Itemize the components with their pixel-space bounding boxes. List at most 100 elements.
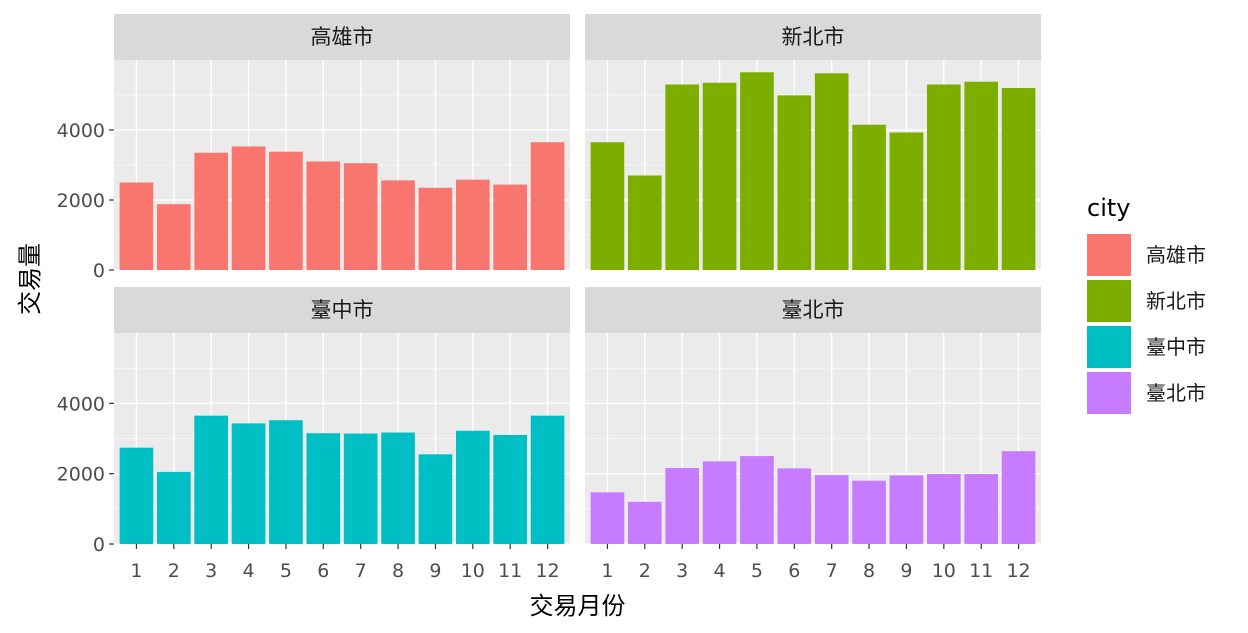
bar bbox=[269, 420, 303, 544]
facet-strip bbox=[585, 14, 1041, 60]
y-tick-label: 2000 bbox=[57, 464, 105, 486]
x-tick-label: 1 bbox=[130, 560, 142, 582]
bar bbox=[740, 72, 774, 270]
x-tick-label: 6 bbox=[317, 560, 329, 582]
bar bbox=[889, 475, 924, 544]
x-tick-label: 3 bbox=[676, 560, 688, 582]
x-axis-title: 交易月份 bbox=[530, 592, 626, 620]
x-tick-label: 4 bbox=[714, 560, 726, 582]
bar bbox=[381, 432, 415, 544]
bar bbox=[777, 468, 812, 544]
bar bbox=[590, 492, 625, 544]
bar bbox=[964, 474, 999, 544]
legend-key bbox=[1087, 234, 1131, 276]
x-tick-label: 2 bbox=[639, 560, 651, 582]
bar bbox=[456, 430, 490, 544]
bar bbox=[306, 433, 341, 544]
legend-label: 高雄市 bbox=[1146, 243, 1206, 267]
x-tick-label: 7 bbox=[355, 560, 367, 582]
bar bbox=[927, 84, 961, 270]
legend-key bbox=[1087, 280, 1131, 322]
x-tick-label: 2 bbox=[168, 560, 180, 582]
x-tick-label: 5 bbox=[751, 560, 763, 582]
facet-strip bbox=[114, 14, 570, 60]
x-tick-label: 5 bbox=[280, 560, 292, 582]
x-tick-label: 9 bbox=[900, 560, 912, 582]
bar bbox=[627, 501, 662, 544]
bar bbox=[343, 433, 378, 544]
bar bbox=[343, 163, 378, 270]
facet-strip-label: 臺北市 bbox=[782, 298, 845, 322]
x-tick-label: 10 bbox=[461, 560, 485, 582]
bar bbox=[493, 184, 528, 270]
bar bbox=[418, 454, 453, 544]
facet-strip-label: 新北市 bbox=[782, 25, 845, 49]
bar bbox=[814, 73, 849, 270]
x-tick-label: 11 bbox=[498, 560, 522, 582]
x-tick-label: 12 bbox=[535, 560, 559, 582]
x-tick-label: 8 bbox=[392, 560, 404, 582]
bar bbox=[702, 461, 737, 544]
legend-key bbox=[1087, 326, 1131, 368]
y-tick-label: 2000 bbox=[57, 190, 105, 212]
legend-label: 臺北市 bbox=[1146, 381, 1206, 405]
x-tick-label: 6 bbox=[788, 560, 800, 582]
bar bbox=[889, 132, 924, 270]
bar bbox=[418, 187, 453, 270]
y-axis-title: 交易量 bbox=[16, 243, 44, 315]
facet-strip-label: 臺中市 bbox=[311, 298, 374, 322]
bar bbox=[927, 474, 961, 544]
bar bbox=[740, 456, 774, 544]
legend-label: 新北市 bbox=[1146, 289, 1206, 313]
y-tick-label: 0 bbox=[93, 260, 105, 282]
x-tick-label: 7 bbox=[826, 560, 838, 582]
facet-strip bbox=[585, 287, 1041, 333]
bar bbox=[119, 447, 154, 544]
bar bbox=[590, 142, 625, 270]
bar bbox=[530, 142, 565, 270]
x-tick-label: 9 bbox=[429, 560, 441, 582]
facet-strip-label: 高雄市 bbox=[311, 25, 374, 49]
x-tick-label: 12 bbox=[1006, 560, 1030, 582]
facet-strip bbox=[114, 287, 570, 333]
bar bbox=[156, 471, 191, 544]
x-tick-label: 8 bbox=[863, 560, 875, 582]
bar bbox=[231, 146, 266, 270]
bar bbox=[530, 415, 565, 544]
bar bbox=[156, 204, 191, 270]
facet-panel: 高雄市 0 2000 4000 bbox=[57, 14, 570, 282]
bar bbox=[231, 423, 266, 544]
legend-title: city bbox=[1087, 194, 1130, 222]
facet-panel: 新北市 bbox=[585, 14, 1041, 271]
x-tick-label: 11 bbox=[969, 560, 993, 582]
x-tick-label: 3 bbox=[205, 560, 217, 582]
bar bbox=[1001, 451, 1036, 544]
bar bbox=[777, 95, 812, 270]
y-tick-label: 4000 bbox=[57, 393, 105, 415]
bar bbox=[306, 161, 341, 270]
x-tick-label: 10 bbox=[932, 560, 956, 582]
bar bbox=[852, 480, 886, 544]
bar bbox=[269, 151, 303, 270]
y-tick-label: 0 bbox=[93, 534, 105, 556]
bar bbox=[814, 475, 849, 544]
bar bbox=[381, 180, 415, 270]
bar bbox=[194, 415, 228, 544]
bar bbox=[493, 434, 528, 544]
legend-label: 臺中市 bbox=[1146, 335, 1206, 359]
bar bbox=[1001, 88, 1036, 270]
x-tick-label: 4 bbox=[243, 560, 255, 582]
bar bbox=[119, 182, 154, 270]
x-tick-label: 1 bbox=[601, 560, 613, 582]
bar bbox=[702, 82, 737, 270]
bar bbox=[194, 152, 228, 270]
y-tick-label: 4000 bbox=[57, 120, 105, 142]
bar bbox=[964, 81, 999, 270]
bar bbox=[627, 175, 662, 270]
bar bbox=[665, 468, 699, 544]
legend-key bbox=[1087, 372, 1131, 414]
